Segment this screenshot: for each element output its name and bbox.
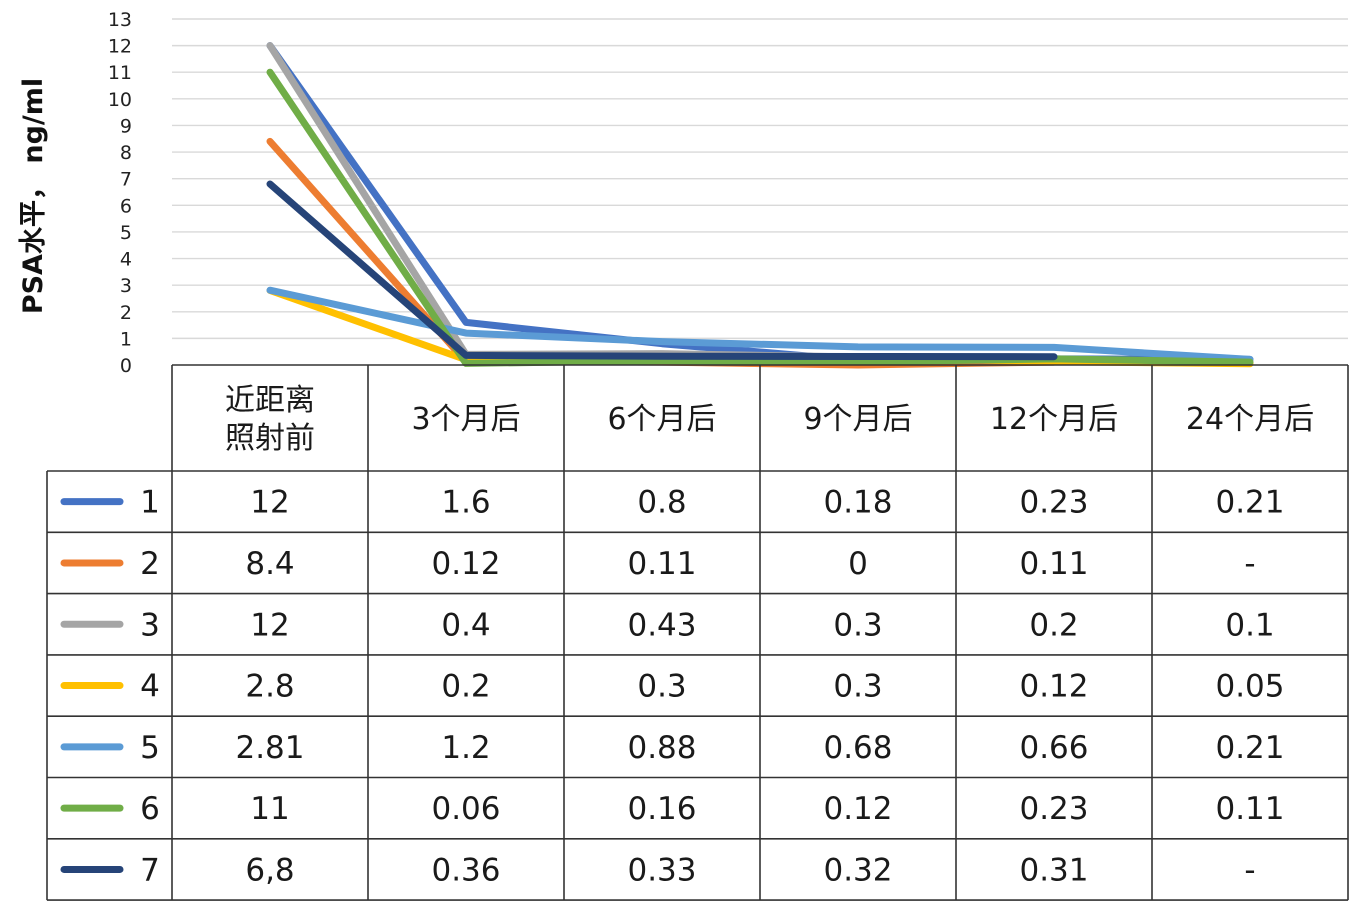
data-cell-value: 12	[250, 607, 289, 643]
y-tick-label: 3	[120, 275, 132, 297]
data-cell-value: 0.3	[833, 669, 882, 705]
data-cell-value: 0.2	[1029, 607, 1078, 643]
x-category-label: 3个月后	[411, 402, 520, 437]
data-cell-value: 0.2	[441, 669, 490, 705]
data-cell-value: 0.05	[1215, 669, 1284, 705]
data-cell-value: -	[1244, 546, 1255, 582]
data-cell-value: -	[1244, 852, 1255, 888]
x-category-label: 照射前	[225, 421, 315, 456]
y-tick-label: 5	[120, 222, 132, 244]
data-cell-value: 0.36	[431, 852, 500, 888]
data-cell-value: 0	[848, 546, 868, 582]
data-cell-value: 1.6	[441, 485, 490, 521]
data-cell-value: 0.12	[1019, 669, 1088, 705]
y-tick-label: 6	[120, 195, 132, 217]
data-cell-value: 0.23	[1019, 485, 1088, 521]
y-tick-label: 1	[120, 328, 132, 350]
data-cell-value: 0.11	[627, 546, 696, 582]
data-cell-value: 0.1	[1225, 607, 1274, 643]
data-cell-value: 0.3	[833, 607, 882, 643]
data-cell-value: 0.8	[637, 485, 686, 521]
y-tick-label: 12	[108, 36, 132, 58]
data-cell-value: 0.43	[627, 607, 696, 643]
y-tick-label: 7	[120, 169, 132, 191]
data-cell-value: 0.11	[1019, 546, 1088, 582]
data-cell-value: 1.2	[441, 730, 490, 766]
legend-label: 6	[140, 791, 160, 827]
data-cell-value: 0.3	[637, 669, 686, 705]
data-cell-value: 2.81	[235, 730, 304, 766]
x-category-label: 12个月后	[990, 402, 1118, 437]
data-cell-value: 0.12	[431, 546, 500, 582]
data-cell-value: 0.06	[431, 791, 500, 827]
x-category-label: 24个月后	[1186, 402, 1314, 437]
y-tick-label: 11	[108, 62, 132, 84]
x-category-label: 近距离	[225, 383, 315, 418]
legend-label: 5	[140, 730, 160, 766]
legend-label: 2	[140, 546, 160, 582]
data-cell-value: 0.31	[1019, 852, 1088, 888]
legend-label: 4	[140, 669, 160, 705]
data-cell-value: 0.18	[823, 485, 892, 521]
y-tick-label: 0	[120, 355, 132, 377]
data-cell-value: 0.23	[1019, 791, 1088, 827]
legend-label: 3	[140, 607, 160, 643]
y-tick-label: 13	[108, 9, 132, 31]
data-cell-value: 0.21	[1215, 730, 1284, 766]
data-cell-value: 11	[250, 791, 289, 827]
y-tick-label: 2	[120, 302, 132, 324]
data-cell-value: 0.68	[823, 730, 892, 766]
data-cell-value: 0.88	[627, 730, 696, 766]
data-cell-value: 12	[250, 485, 289, 521]
x-category-label: 6个月后	[607, 402, 716, 437]
series-line-7	[266, 180, 1058, 361]
legend-label: 1	[140, 485, 160, 521]
x-category-label: 9个月后	[803, 402, 912, 437]
y-tick-label: 9	[120, 115, 132, 137]
y-tick-label: 4	[120, 249, 132, 271]
y-axis-title: PSA水平， ng/ml	[18, 78, 49, 314]
y-tick-label: 10	[108, 89, 132, 111]
data-cell-value: 0.4	[441, 607, 490, 643]
data-cell-value: 0.12	[823, 791, 892, 827]
y-tick-label: 8	[120, 142, 132, 164]
data-cell-value: 6,8	[245, 852, 294, 888]
data-cell-value: 0.33	[627, 852, 696, 888]
data-cell-value: 0.21	[1215, 485, 1284, 521]
data-cell-value: 0.11	[1215, 791, 1284, 827]
data-cell-value: 0.32	[823, 852, 892, 888]
data-cell-value: 0.66	[1019, 730, 1088, 766]
legend-label: 7	[140, 852, 160, 888]
series-line-6	[266, 68, 1254, 367]
data-cell-value: 8.4	[245, 546, 294, 582]
data-cell-value: 0.16	[627, 791, 696, 827]
data-cell-value: 2.8	[245, 669, 294, 705]
